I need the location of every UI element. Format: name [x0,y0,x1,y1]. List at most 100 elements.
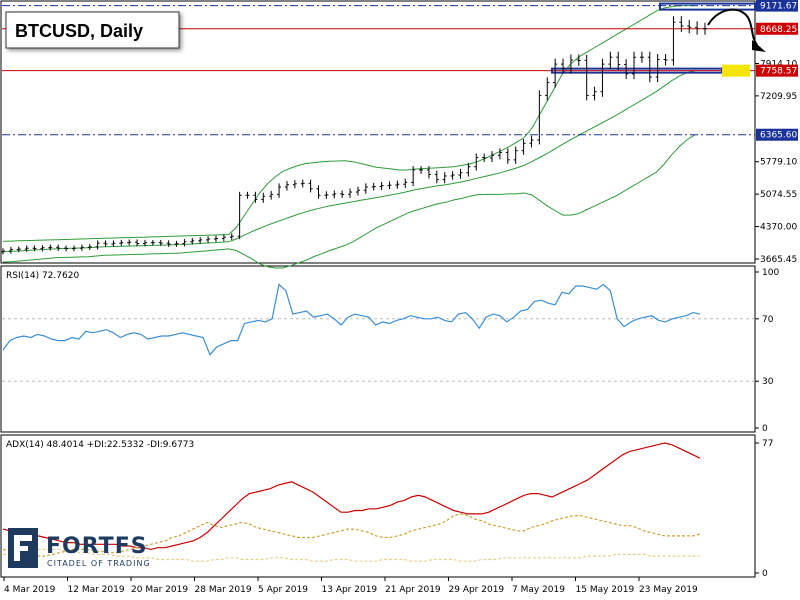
price-bar [174,240,179,247]
rsi-layer: 100 70 30 0 [2,268,779,434]
price-bar [277,183,282,198]
price-bar [40,245,45,252]
price-level-label: 9171.67 [760,2,797,12]
price-bar [150,239,155,246]
price-level-tag [756,22,798,35]
rsi-tick-label: 30 [762,377,774,387]
x-tick-label: 28 Mar 2019 [195,585,252,595]
price-bar [308,179,313,193]
price-bar [561,58,566,74]
price-bar [608,51,613,70]
adx-layer: 77 0 [2,439,773,579]
price-bar [71,245,76,252]
price-bar [490,151,495,163]
upper-band-line [2,5,695,242]
price-panel-frame [0,0,756,264]
x-tick-label: 7 May 2019 [512,585,565,595]
price-bar [411,166,416,187]
adx-panel-frame [0,434,756,578]
x-tick-label: 20 Mar 2019 [131,585,188,595]
price-bar [198,237,203,244]
price-bar [32,245,37,252]
adx-series-line [2,442,701,551]
price-bar [466,162,471,177]
price-bar [16,246,21,253]
price-bar [253,191,258,203]
price-bar [663,54,668,66]
price-bar [269,190,274,200]
price-bar [332,190,337,199]
price-bar [135,239,140,247]
price-bar [190,238,195,245]
price-bar [64,245,69,252]
price-bar [703,22,707,35]
price-bar [158,239,163,246]
adx-title: ADX(14) 48.4014 +DI:22.5332 -DI:9.6773 [6,440,194,450]
price-bar [371,182,376,191]
adx-tick-label: 0 [762,569,768,579]
price-tick-label: 3665.45 [760,255,797,265]
forecast-arrow [707,8,766,52]
logo-tagline: CITADEL OF TRADING [47,559,151,568]
price-bar [87,244,92,250]
price-layer: 3665.45 4370.00 5074.55 5779.10 7209.95 7914.… [1,0,798,269]
price-level-label: 8668.25 [760,25,797,35]
price-bar [592,86,597,101]
price-bar [387,181,392,190]
resistance-zone-box [659,2,756,11]
x-tick-label: 15 May 2019 [576,585,635,595]
adx-tick-label: 77 [762,439,773,449]
price-bar [324,191,329,199]
chart-title: BTCUSD, Daily [15,21,143,41]
price-bar [292,180,297,189]
price-bar [529,135,534,148]
price-bar [632,51,637,80]
rsi-tick-label: 0 [762,424,768,434]
price-bar [379,181,384,191]
price-bar [395,180,400,189]
price-bar [316,185,321,199]
price-level-label: 6365.60 [760,131,797,141]
x-tick-label: 13 Apr 2019 [322,585,378,595]
x-tick-label: 5 Apr 2019 [258,585,308,595]
price-level-tag [756,0,798,12]
price-bar [355,186,360,196]
price-tick-label: 5074.55 [760,190,797,200]
adx-series-line [3,548,700,562]
price-bar [616,51,621,71]
price-bar [340,190,345,198]
price-bar [497,148,502,160]
price-tick-label: 5779.10 [760,158,797,168]
price-bar [419,166,424,174]
price-bar [221,234,226,242]
price-tick-label: 7914.10 [760,59,797,69]
price-bar [142,239,147,247]
lower-band-line [2,134,696,269]
price-level-tag [756,64,798,77]
x-tick-label: 29 Apr 2019 [449,585,505,595]
price-bar [403,178,408,188]
price-bar [505,148,510,164]
price-bar [553,58,558,88]
price-bar [166,240,171,247]
price-bar [687,19,692,34]
x-axis: 4 Mar 2019 12 Mar 2019 20 Mar 2019 28 Mar 2… [3,577,698,595]
price-bar [695,21,700,35]
price-bar [8,246,13,254]
price-bar [213,235,218,242]
support-highlight-box [722,64,750,77]
chart-title-box: BTCUSD, Daily [5,11,180,49]
price-bar [568,54,573,74]
price-bar [458,168,463,179]
price-bar [111,240,116,247]
price-bar [426,166,431,179]
price-bar [600,58,605,97]
rsi-line [2,283,701,356]
price-bar [671,16,676,66]
price-bar [647,51,652,83]
price-bar [521,139,526,155]
x-tick-label: 12 Mar 2019 [68,585,125,595]
x-tick-label: 4 Mar 2019 [4,585,56,595]
